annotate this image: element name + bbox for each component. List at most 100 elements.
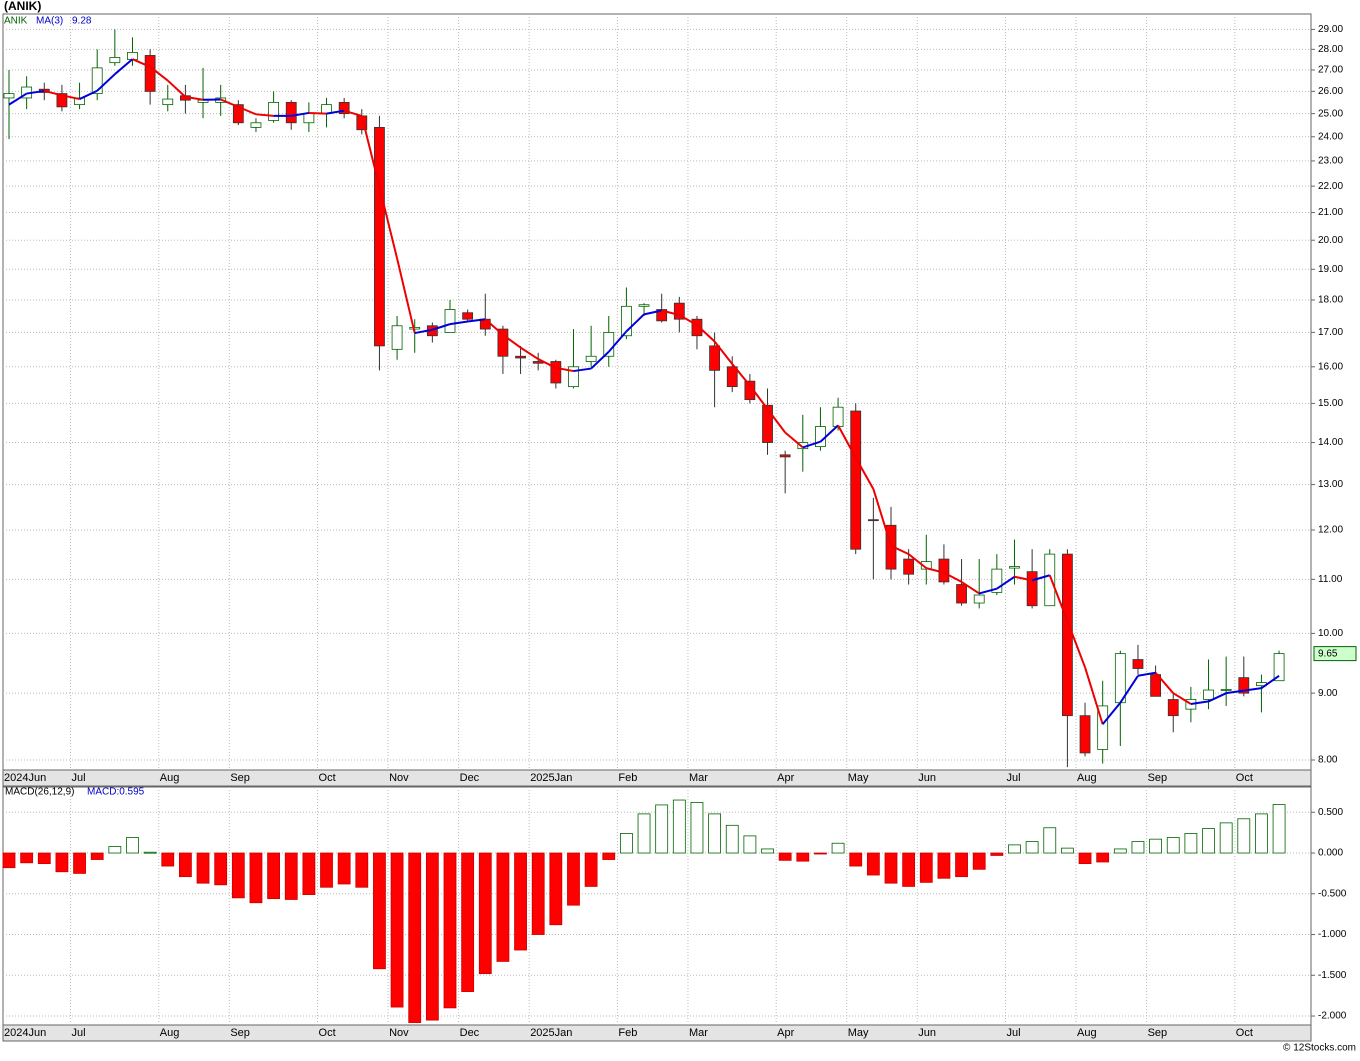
macd-bar	[321, 853, 333, 887]
y-tick-label: 0.000	[1318, 848, 1343, 859]
macd-bar	[1079, 853, 1091, 864]
macd-bar	[285, 853, 297, 899]
x-tick-label: Aug	[160, 1027, 180, 1039]
candle-body	[904, 559, 914, 574]
x-tick-label: 2024Jun	[4, 1027, 46, 1039]
macd-bar	[144, 852, 156, 853]
footer: © 12Stocks.com	[1283, 1043, 1356, 1054]
candle-body	[498, 329, 508, 356]
macd-bar	[356, 853, 368, 887]
candle-body	[516, 356, 526, 358]
macd-bar	[1150, 839, 1162, 853]
macd-bar	[179, 853, 191, 877]
date-band	[3, 770, 1311, 786]
x-tick-label: Feb	[618, 1027, 637, 1039]
x-tick-label: Sep	[230, 1027, 250, 1039]
candle-body	[463, 313, 473, 319]
candle-body	[868, 520, 878, 521]
x-tick-label: 2024Jun	[4, 772, 46, 784]
candle-body	[833, 407, 843, 426]
candle-body	[251, 123, 261, 128]
candle-body	[551, 361, 561, 382]
x-tick-label: Apr	[777, 1027, 794, 1039]
candle-body	[1062, 554, 1072, 716]
x-tick-label: Mar	[689, 1027, 708, 1039]
candle-body	[1045, 554, 1055, 606]
macd-label: MACD(26,12,9)	[5, 787, 74, 798]
y-tick-label: -1.500	[1318, 970, 1347, 981]
candle-body	[1115, 654, 1125, 703]
candle-body	[1027, 572, 1037, 606]
x-tick-label: Nov	[389, 1027, 409, 1039]
macd-bar	[850, 853, 862, 866]
macd-bar	[1114, 849, 1126, 853]
macd-bar	[1026, 842, 1038, 853]
x-tick-label: Jul	[72, 1027, 86, 1039]
x-tick-label: Dec	[460, 1027, 480, 1039]
candle-body	[304, 114, 314, 123]
candle-body	[1168, 700, 1178, 716]
macd-bar	[938, 853, 950, 878]
x-tick-label: Jul	[1006, 772, 1020, 784]
x-tick-label: Sep	[1148, 1027, 1168, 1039]
macd-bar	[744, 836, 756, 853]
macd-bar	[391, 853, 403, 1007]
x-tick-label: Sep	[230, 772, 250, 784]
macd-bar	[797, 853, 809, 861]
macd-bar	[250, 853, 262, 903]
macd-bar	[867, 853, 879, 875]
macd-bar	[638, 814, 650, 853]
macd-bar	[232, 853, 244, 898]
macd-bar	[497, 853, 509, 961]
candle-body	[445, 310, 455, 333]
macd-bar	[444, 853, 456, 1008]
macd-bar	[426, 853, 438, 1020]
y-tick-label: 29.00	[1318, 24, 1343, 35]
x-tick-label: Apr	[777, 772, 794, 784]
y-tick-label: 10.00	[1318, 628, 1343, 639]
macd-bar	[479, 853, 491, 974]
candle-body	[639, 305, 649, 307]
candle-body	[127, 52, 137, 59]
x-tick-label: Jul	[72, 772, 86, 784]
macd-bar	[268, 853, 280, 899]
y-tick-label: 25.00	[1318, 108, 1343, 119]
y-tick-label: 19.00	[1318, 264, 1343, 275]
x-tick-label: Oct	[319, 772, 336, 784]
macd-value: MACD:0.595	[87, 787, 145, 798]
y-tick-label: 9.00	[1318, 688, 1338, 699]
y-tick-label: 17.00	[1318, 327, 1343, 338]
macd-bar	[673, 800, 685, 853]
candle-body	[145, 55, 155, 91]
macd-bar	[162, 853, 174, 866]
candle-body	[1204, 690, 1214, 699]
macd-bar	[832, 843, 844, 853]
y-tick-label: -1.000	[1318, 929, 1347, 940]
macd-bar	[38, 853, 50, 864]
candle-body	[1080, 716, 1090, 753]
page-title: (ANIK)	[4, 0, 41, 13]
x-tick-label: Nov	[389, 772, 409, 784]
y-tick-label: 12.00	[1318, 525, 1343, 536]
x-tick-label: May	[848, 772, 869, 784]
macd-bar	[303, 853, 315, 895]
macd-bar	[373, 853, 385, 969]
y-tick-label: 28.00	[1318, 44, 1343, 55]
x-tick-label: Mar	[689, 772, 708, 784]
macd-bar	[1097, 853, 1109, 862]
y-tick-label: -0.500	[1318, 888, 1347, 899]
candle-body	[1133, 660, 1143, 669]
y-tick-label: 11.00	[1318, 574, 1343, 585]
candle-body	[851, 411, 861, 549]
x-tick-label: May	[848, 1027, 869, 1039]
ma-segment	[309, 113, 327, 114]
y-tick-label: 27.00	[1318, 65, 1343, 76]
macd-bar	[1220, 823, 1232, 853]
macd-bar	[1185, 833, 1197, 853]
macd-bar	[109, 847, 121, 854]
x-tick-label: Oct	[319, 1027, 336, 1039]
macd-bar	[1203, 829, 1215, 853]
x-tick-label: 2025Jan	[530, 772, 572, 784]
macd-bar	[215, 853, 227, 885]
